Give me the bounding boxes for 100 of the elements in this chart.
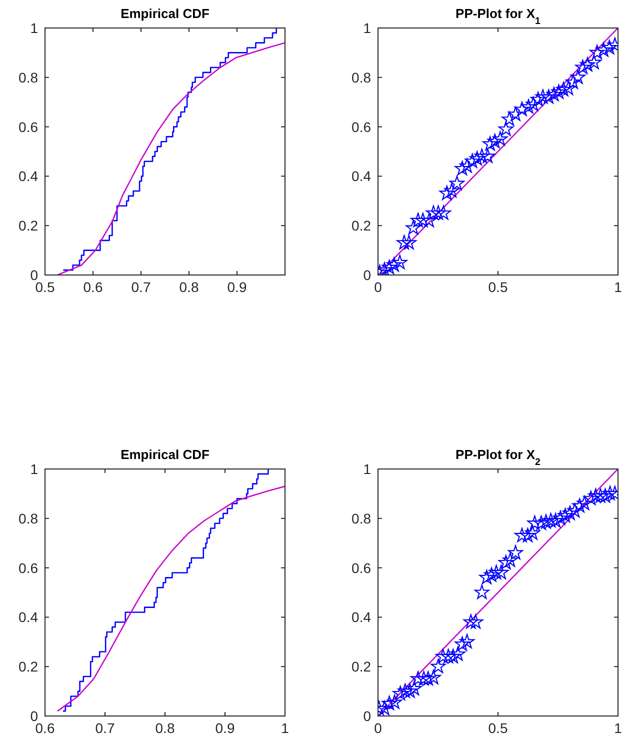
point (562, 506, 578, 520)
point (488, 564, 504, 580)
point (444, 183, 460, 198)
point (440, 648, 456, 664)
point (590, 44, 605, 60)
point (402, 683, 418, 698)
point (387, 694, 402, 709)
x-tick-label: 1 (614, 279, 622, 295)
x-tick-label: 1 (281, 720, 290, 736)
y-tick-label: 0.8 (352, 69, 372, 86)
point (534, 515, 549, 530)
y-tick-label: 0.6 (18, 560, 38, 576)
point (454, 160, 470, 176)
chart-title: PP-Plot for X$_{1}$ (456, 6, 542, 26)
point (382, 696, 397, 710)
point (551, 84, 566, 99)
point (454, 636, 470, 651)
y-tick-label: 0.6 (352, 560, 372, 576)
point (592, 488, 608, 503)
point (430, 658, 446, 674)
point (567, 503, 582, 518)
point (470, 151, 485, 166)
x-tick-label: 0.7 (131, 279, 151, 295)
point (526, 96, 541, 112)
point (410, 212, 426, 228)
y-tick-label: 1 (363, 20, 372, 36)
x-tick-label: 0 (374, 279, 382, 295)
x-tick-label: 0.9 (215, 720, 235, 736)
y-tick-label: 0.4 (18, 609, 38, 626)
point (580, 57, 596, 72)
point (520, 528, 536, 542)
point (583, 490, 598, 506)
point (494, 564, 509, 580)
point (596, 42, 612, 57)
x-tick-label: 0.5 (488, 720, 508, 736)
point (406, 220, 421, 235)
x-tick-label: 0.8 (179, 279, 199, 295)
point (386, 257, 402, 272)
point (480, 148, 496, 163)
chart-title: PP-Plot for X$_{2}$ (456, 447, 542, 468)
x-tick-label: 0.7 (95, 720, 115, 736)
point (436, 648, 451, 664)
x-tick-label: 0 (374, 720, 382, 736)
point (560, 80, 576, 95)
point (508, 106, 524, 121)
y-tick-label: 0.8 (18, 69, 38, 86)
y-tick-label: 0 (363, 267, 372, 283)
point (502, 552, 518, 567)
line-series (56, 486, 285, 712)
y-tick-label: 0.4 (352, 609, 372, 626)
point (396, 235, 412, 250)
point (548, 513, 564, 528)
chart-title: Empirical CDF (120, 6, 210, 21)
y-tick-label: 0.6 (352, 118, 372, 135)
point (538, 514, 554, 529)
point (598, 488, 613, 503)
point (546, 86, 562, 102)
point (572, 498, 588, 513)
point (575, 60, 590, 74)
point (449, 176, 464, 190)
y-tick-label: 0 (30, 708, 38, 724)
point (602, 40, 617, 54)
point (392, 254, 408, 270)
point (382, 260, 397, 274)
point (416, 671, 432, 686)
y-tick-label: 1 (30, 20, 38, 36)
point (422, 212, 437, 228)
point (426, 205, 441, 220)
y-tick-label: 0.2 (352, 218, 372, 234)
x-tick-label: 0.9 (227, 279, 247, 295)
point (566, 74, 581, 89)
y-tick-label: 0.4 (18, 168, 38, 184)
point (460, 634, 475, 648)
y-tick-label: 0.2 (352, 658, 372, 675)
point (460, 158, 475, 173)
point (468, 614, 484, 629)
point (474, 584, 490, 599)
point (541, 89, 556, 104)
point (556, 82, 572, 96)
point (527, 515, 542, 530)
point (492, 131, 508, 146)
y-tick-label: 1 (363, 461, 372, 477)
point (398, 683, 413, 698)
point (420, 671, 436, 686)
point (498, 555, 514, 570)
y-tick-label: 0.2 (18, 218, 38, 234)
point (446, 648, 461, 664)
point (436, 205, 452, 220)
point (450, 646, 466, 661)
point (520, 99, 536, 114)
y-tick-label: 0 (363, 708, 372, 724)
point (525, 525, 540, 540)
point (514, 528, 530, 542)
point (415, 212, 430, 228)
point (570, 70, 586, 84)
y-tick-label: 0.2 (18, 658, 38, 675)
x-tick-label: 0.5 (488, 279, 508, 295)
point (530, 92, 546, 106)
point (552, 510, 568, 525)
point (426, 670, 441, 684)
